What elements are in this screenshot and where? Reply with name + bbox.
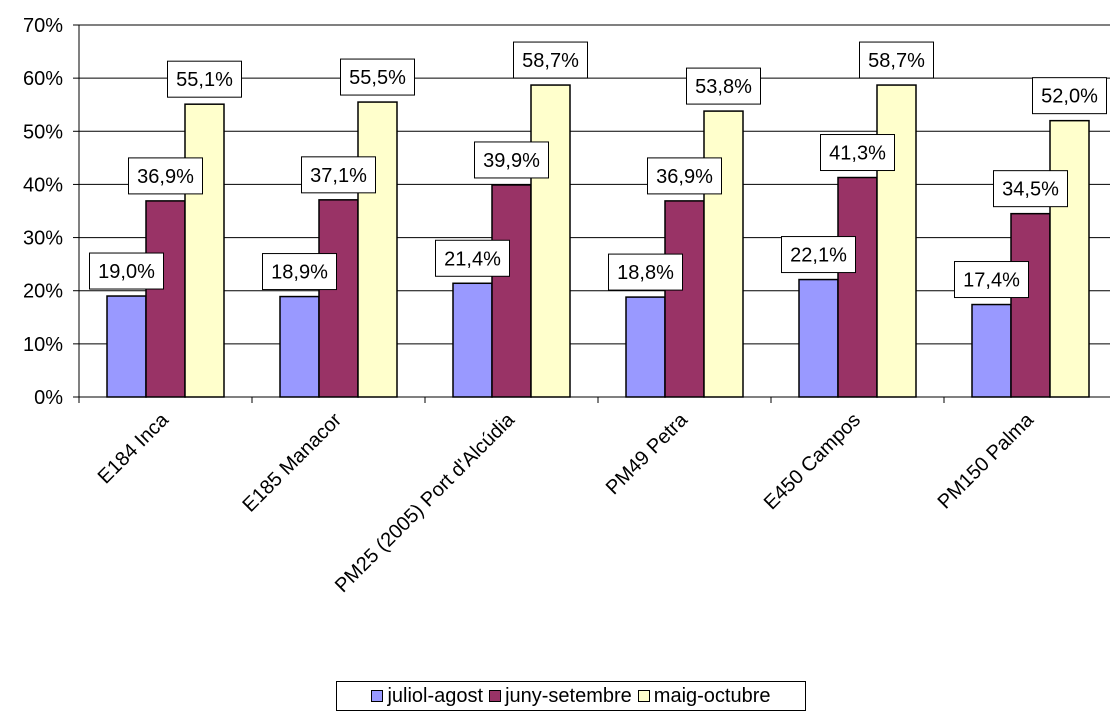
data-label: 52,0% bbox=[1032, 77, 1107, 115]
data-label: 53,8% bbox=[686, 67, 761, 105]
svg-text:39,9%: 39,9% bbox=[483, 150, 540, 172]
y-tick-label: 10% bbox=[23, 334, 63, 356]
bars bbox=[106, 84, 1090, 398]
bar-juliol-agost bbox=[279, 295, 320, 398]
bar-juny-setembre bbox=[837, 176, 878, 398]
y-tick-label: 20% bbox=[23, 281, 63, 303]
x-tick-label: E184 Inca bbox=[94, 408, 174, 488]
bar-juny-setembre bbox=[318, 199, 359, 398]
data-label: 17,4% bbox=[954, 261, 1029, 299]
x-tick-label: E185 Manacor bbox=[239, 409, 347, 517]
bar-juliol-agost bbox=[798, 278, 839, 398]
x-tick-label: PM25 (2005) Port d'Alcúdia bbox=[331, 408, 520, 597]
data-label: 55,5% bbox=[340, 58, 415, 96]
gridlines bbox=[79, 24, 1110, 345]
data-label: 36,9% bbox=[647, 157, 722, 195]
svg-text:52,0%: 52,0% bbox=[1041, 86, 1098, 108]
bar-juny-setembre bbox=[664, 200, 705, 398]
bar-maig-octubre bbox=[703, 110, 744, 398]
bar-juny-setembre bbox=[145, 200, 186, 398]
legend-item-juliol-agost: juliol-agost bbox=[371, 685, 483, 708]
svg-text:18,8%: 18,8% bbox=[617, 262, 674, 284]
data-labels: 19,0% 36,9% 55,1% 18,9% 37,1% 55,5% 21,4% 39,9%… bbox=[89, 41, 1107, 299]
legend-label: maig-octubre bbox=[653, 684, 771, 707]
data-label: 55,1% bbox=[167, 60, 242, 98]
svg-text:55,5%: 55,5% bbox=[349, 67, 406, 89]
legend-item-juny-setembre: juny-setembre bbox=[489, 685, 632, 708]
x-tick-label: PM49 Petra bbox=[602, 408, 693, 499]
data-label: 37,1% bbox=[301, 156, 376, 194]
axes bbox=[73, 24, 1110, 403]
svg-text:17,4%: 17,4% bbox=[963, 270, 1020, 292]
svg-text:36,9%: 36,9% bbox=[656, 166, 713, 188]
y-tick-label: 40% bbox=[23, 174, 63, 196]
svg-text:37,1%: 37,1% bbox=[310, 165, 367, 187]
svg-text:58,7%: 58,7% bbox=[522, 50, 579, 72]
bar-juliol-agost bbox=[452, 282, 493, 398]
data-label: 58,7% bbox=[513, 41, 588, 79]
data-label: 34,5% bbox=[993, 170, 1068, 208]
legend-label: juny-setembre bbox=[505, 684, 632, 707]
svg-text:58,7%: 58,7% bbox=[868, 50, 925, 72]
y-tick-label: 30% bbox=[23, 228, 63, 250]
bar-maig-octubre bbox=[1049, 119, 1090, 398]
data-label: 21,4% bbox=[435, 239, 510, 277]
data-label: 18,8% bbox=[608, 253, 683, 291]
legend-item-maig-octubre: maig-octubre bbox=[637, 684, 771, 708]
x-tick-label: PM150 Palma bbox=[934, 408, 1039, 513]
svg-text:36,9%: 36,9% bbox=[137, 166, 194, 188]
data-label: 36,9% bbox=[128, 157, 203, 195]
svg-text:53,8%: 53,8% bbox=[695, 76, 752, 98]
svg-text:55,1%: 55,1% bbox=[176, 69, 233, 91]
svg-text:22,1%: 22,1% bbox=[790, 245, 847, 267]
legend-swatch bbox=[637, 690, 650, 702]
legend-label: juliol-agost bbox=[387, 684, 484, 707]
bar-maig-octubre bbox=[530, 84, 571, 398]
legend: juliol-agost juny-setembre maig-octubre bbox=[336, 681, 806, 711]
bar-maig-octubre bbox=[876, 84, 917, 398]
legend-swatch bbox=[489, 690, 502, 702]
svg-text:34,5%: 34,5% bbox=[1002, 179, 1059, 201]
svg-text:21,4%: 21,4% bbox=[444, 248, 501, 270]
bar-juny-setembre bbox=[1010, 212, 1051, 398]
data-label: 58,7% bbox=[859, 41, 934, 79]
bar-maig-octubre bbox=[357, 101, 398, 398]
svg-text:41,3%: 41,3% bbox=[829, 143, 886, 165]
bar-juliol-agost bbox=[971, 303, 1012, 398]
bar-maig-octubre bbox=[184, 103, 225, 398]
x-tick-label: E450 Campos bbox=[760, 409, 865, 514]
y-tick-label: 60% bbox=[23, 68, 63, 90]
svg-text:18,9%: 18,9% bbox=[271, 262, 328, 284]
bar-juliol-agost bbox=[106, 295, 147, 398]
data-label: 22,1% bbox=[781, 236, 856, 274]
data-label: 41,3% bbox=[820, 134, 895, 172]
y-axis-ticks: 0% 10% 20% 30% 40% 50% 60% 70% bbox=[23, 15, 63, 409]
svg-text:19,0%: 19,0% bbox=[98, 261, 155, 283]
data-label: 18,9% bbox=[262, 253, 337, 291]
bar-juny-setembre bbox=[491, 184, 532, 398]
y-tick-label: 50% bbox=[23, 121, 63, 143]
y-tick-label: 70% bbox=[23, 15, 63, 37]
data-label: 19,0% bbox=[89, 252, 164, 290]
bar-juliol-agost bbox=[625, 296, 666, 398]
legend-swatch bbox=[371, 690, 384, 702]
y-tick-label: 0% bbox=[34, 387, 63, 409]
data-label: 39,9% bbox=[474, 141, 549, 179]
